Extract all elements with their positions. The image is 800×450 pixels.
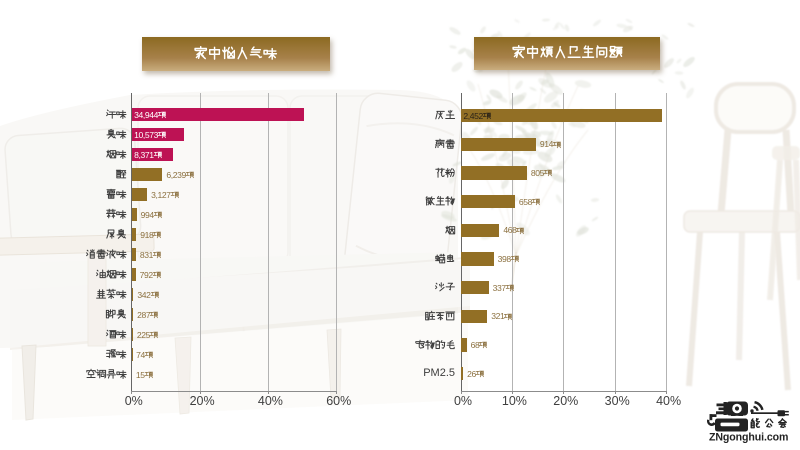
svg-text:ZNgonghui.com: ZNgonghui.com — [709, 432, 788, 444]
